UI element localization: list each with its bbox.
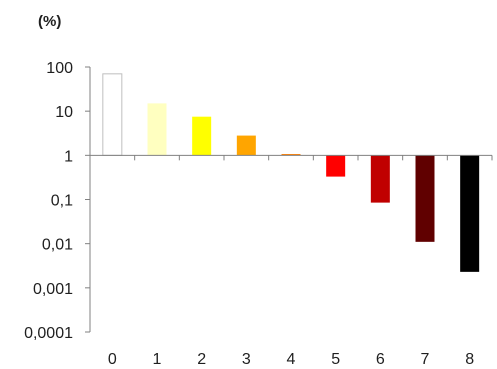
bar-0 [102, 73, 123, 156]
y-tick-label: 0,01 [42, 237, 73, 254]
bars [102, 73, 480, 272]
bar-3 [236, 135, 256, 156]
bar-5 [326, 155, 346, 177]
y-axis: 100 10 1 0,1 0,01 0,001 0,0001 [24, 60, 91, 342]
y-tick-label: 0,001 [33, 281, 73, 298]
x-tick-label: 4 [287, 351, 296, 368]
x-tick-label: 8 [465, 351, 474, 368]
x-axis-labels: 0 1 2 3 4 5 6 7 8 [108, 351, 474, 368]
x-tick-label: 6 [376, 351, 385, 368]
x-tick-label: 7 [421, 351, 430, 368]
y-unit-label: (%) [38, 13, 61, 30]
bar-7 [415, 155, 435, 242]
bar-6 [370, 155, 390, 203]
x-tick-label: 3 [242, 351, 251, 368]
y-tick-label: 0,0001 [24, 325, 73, 342]
y-tick-label: 10 [55, 104, 73, 121]
bar-1 [147, 103, 167, 156]
x-tick-label: 5 [331, 351, 340, 368]
x-tick-label: 0 [108, 351, 117, 368]
x-tick-label: 2 [197, 351, 206, 368]
y-tick-label: 100 [46, 60, 73, 77]
x-tick-label: 1 [153, 351, 162, 368]
y-tick-label: 0,1 [51, 193, 73, 210]
baseline-axis [89, 154, 493, 161]
bar-4 [281, 154, 301, 156]
bar-8 [460, 155, 480, 272]
bar-2 [192, 116, 212, 156]
y-tick-label: 1 [64, 148, 73, 165]
